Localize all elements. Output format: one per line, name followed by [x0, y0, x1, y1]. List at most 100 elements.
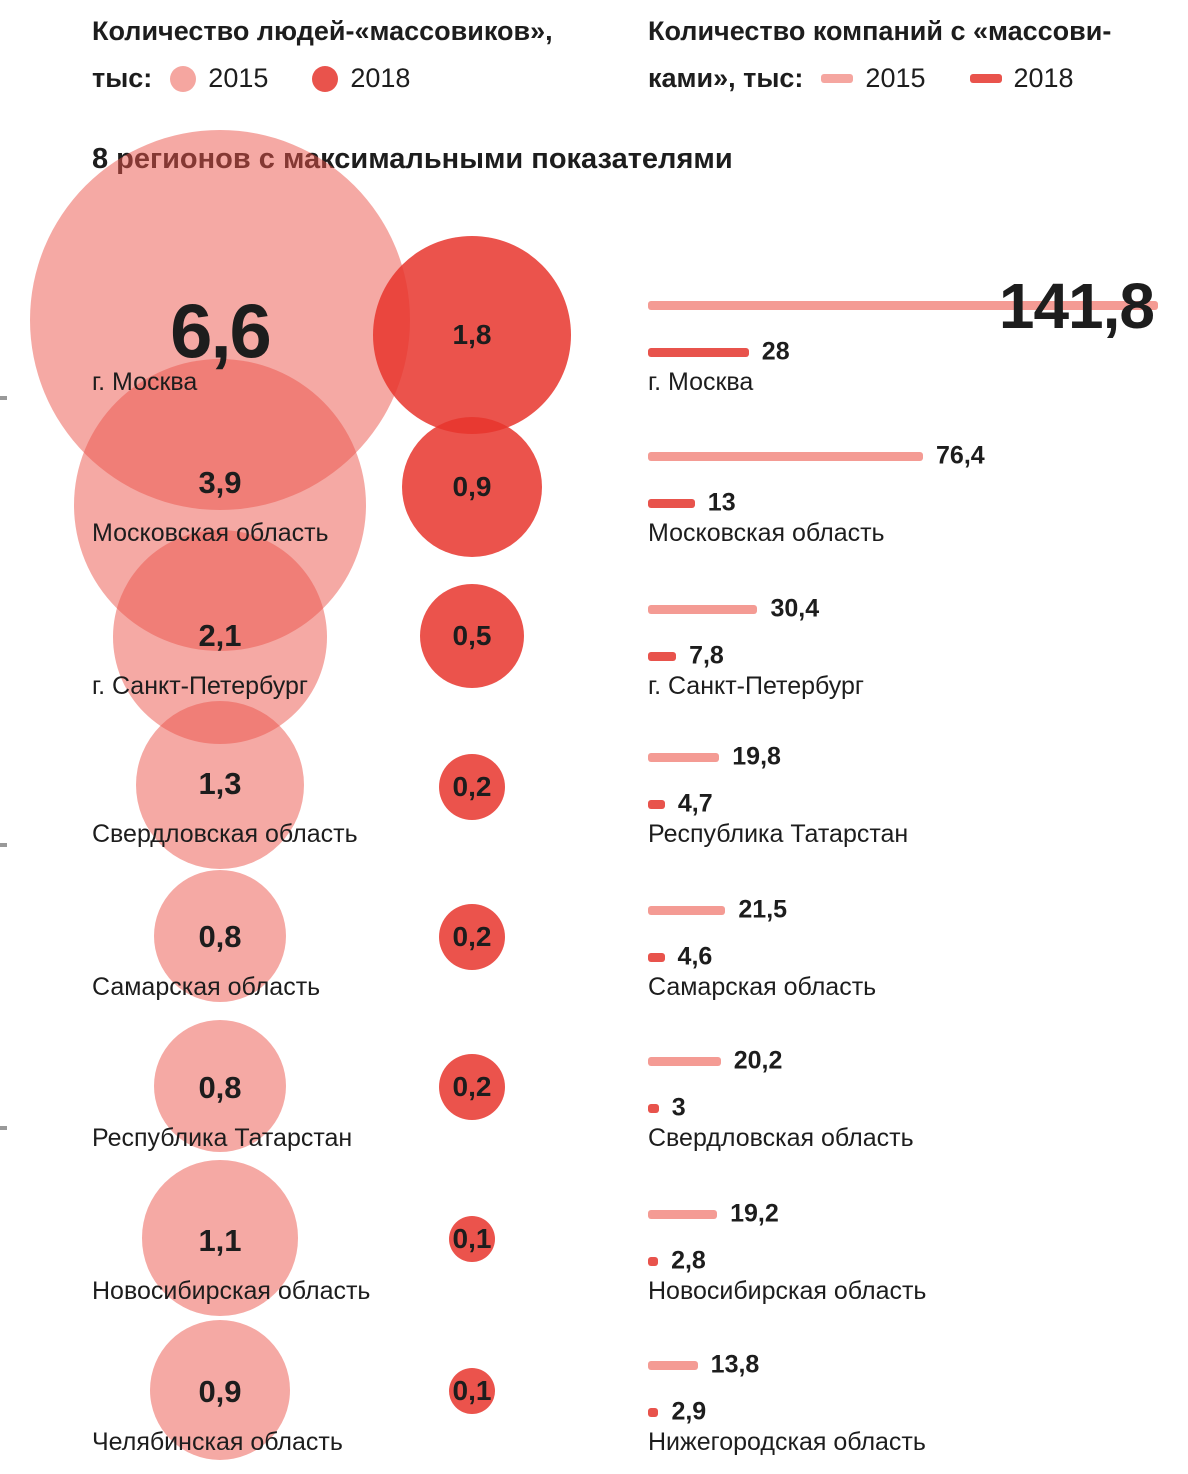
bubble-value-2018: 0,2: [452, 921, 492, 952]
bar-value-2015: 76,4: [936, 441, 985, 470]
bubble-2018: [401, 416, 543, 558]
bar-2015: [648, 1057, 721, 1066]
bar-2018: [648, 800, 665, 809]
bar-chart: 141,8 28 г. Москва 76,4 13 Московская область…: [648, 0, 1188, 1474]
bar-2015: [648, 605, 758, 614]
region-label: Самарская область: [648, 973, 877, 1001]
bubble-chart: 6,6 1,8 г. Москва 3,9 0,9 Московская область 2…: [29, 129, 572, 1461]
legend-2018-dot-icon: [312, 65, 339, 92]
bar-value-2018: 13: [707, 488, 736, 517]
edge-tick: [0, 1126, 7, 1130]
bar-2015: [648, 1361, 698, 1370]
bar-2018: [648, 652, 677, 661]
bar-2015: [648, 1210, 718, 1219]
region-label: Нижегородская область: [648, 1428, 926, 1456]
legend-item-2018: 2018: [312, 63, 410, 94]
bubble-2015: [142, 1160, 298, 1316]
bubble-2015: [153, 869, 287, 1003]
legend-2015-dash-icon: [821, 74, 854, 83]
region-label: Челябинская область: [92, 1428, 343, 1456]
bar-2015: [648, 301, 1159, 310]
region-label: Республика Татарстан: [92, 1124, 353, 1152]
region-label: Самарская область: [92, 973, 321, 1001]
bar-2015: [648, 452, 924, 461]
legend-2015-label: 2015: [208, 63, 269, 93]
bubble-2018: [438, 1053, 506, 1121]
right-chart-header: Количество компаний с «массови- ками», т…: [648, 8, 1178, 102]
bubble-value-2015: 1,3: [198, 766, 242, 801]
right-chart-legend: ками», тыс: 2015 2018: [648, 55, 1178, 102]
edge-tick: [0, 396, 7, 400]
right-chart-title-unit: ками», тыс:: [648, 63, 804, 93]
bar-2018: [648, 1408, 659, 1417]
legend-2018-label: 2018: [350, 63, 411, 93]
bubble-2018: [448, 1215, 496, 1263]
bubble-2015: [149, 1319, 291, 1461]
bubble-value-2018: 0,5: [452, 620, 492, 651]
bar-value-2018: 3: [671, 1093, 686, 1122]
bar-value-2015: 19,2: [730, 1199, 779, 1228]
bar-2018: [648, 348, 749, 357]
bar-2015: [648, 753, 720, 762]
legend-item-2015-bar: 2015: [821, 63, 926, 94]
bar-2018: [648, 953, 665, 962]
left-chart-legend: тыс: 2015 2018: [92, 55, 637, 102]
legend-2015-dot-icon: [170, 65, 197, 92]
edge-tick: [0, 843, 7, 847]
bar-value-2018: 4,7: [677, 789, 713, 818]
bubble-2018: [438, 903, 506, 971]
legend-2018-dash-icon: [969, 74, 1002, 83]
right-chart-title: Количество компаний с «массови-: [648, 16, 1112, 46]
region-label: Свердловская область: [648, 1124, 914, 1152]
bar-2018: [648, 499, 695, 508]
region-label: Московская область: [648, 519, 885, 547]
region-label: Республика Татарстан: [648, 820, 909, 848]
bubble-2015: [153, 1019, 287, 1153]
bubble-value-2018: 0,9: [452, 471, 492, 502]
bubble-value-2015: 0,8: [198, 1070, 242, 1105]
bar-value-2015: 20,2: [733, 1046, 783, 1075]
bubble-value-2015: 0,9: [198, 1374, 242, 1409]
region-label: Новосибирская область: [648, 1277, 927, 1305]
bubble-value-2015: 1,1: [198, 1223, 242, 1258]
bubble-value-2018: 0,1: [452, 1223, 492, 1254]
left-chart-title: Количество людей-«массовиков»,: [92, 16, 553, 46]
region-label: г. Москва: [92, 368, 198, 396]
bubble-2018: [372, 235, 572, 435]
bubble-2018: [448, 1367, 496, 1415]
bubble-value-2018: 1,8: [452, 319, 492, 350]
bubble-value-2015: 3,9: [198, 465, 242, 500]
bar-value-2018: 7,8: [689, 641, 724, 670]
bar-value-2018: 28: [761, 337, 790, 366]
bubble-value-2015: 0,8: [198, 919, 242, 954]
bubble-value-2018: 0,2: [452, 1071, 492, 1102]
legend-item-2015: 2015: [170, 63, 268, 94]
region-label: Свердловская область: [92, 820, 358, 848]
bar-value-2015: 21,5: [738, 895, 788, 924]
bar-value-2015: 19,8: [732, 742, 781, 771]
bar-value-2015: 30,4: [770, 594, 820, 623]
bubble-2015: [135, 700, 305, 870]
left-chart-title-unit: тыс:: [92, 63, 153, 93]
bar-value-2018: 4,6: [677, 942, 713, 971]
bubble-value-2018: 0,2: [452, 771, 492, 802]
bubble-value-2015: 2,1: [198, 618, 242, 653]
region-label: Новосибирская область: [92, 1277, 371, 1305]
bar-value-2018: 2,9: [671, 1397, 707, 1426]
bar-value-2015: 141,8: [998, 270, 1155, 342]
bar-2018: [648, 1104, 659, 1113]
region-label: Московская область: [92, 519, 329, 547]
left-chart-header: Количество людей-«массовиков», тыс: 2015…: [92, 8, 637, 102]
bubble-2018: [419, 583, 525, 689]
region-label: г. Санкт-Петербург: [92, 672, 309, 700]
legend-2015-label: 2015: [865, 63, 926, 93]
region-label: г. Санкт-Петербург: [648, 672, 865, 700]
legend-2018-label: 2018: [1013, 63, 1074, 93]
bar-2015: [648, 906, 726, 915]
bubble-value-2018: 0,1: [452, 1375, 492, 1406]
bar-2018: [648, 1257, 659, 1266]
region-label: г. Москва: [648, 368, 754, 396]
bubble-value-2015: 6,6: [170, 289, 272, 375]
bar-value-2018: 2,8: [671, 1246, 706, 1275]
